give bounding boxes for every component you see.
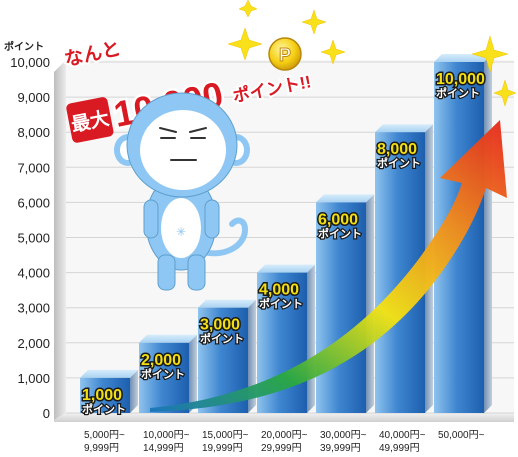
- bar-unit-label: ポイント: [259, 297, 303, 311]
- y-tick-label: 1,000: [17, 371, 50, 386]
- y-tick-label: 3,000: [17, 301, 50, 316]
- point-coin-icon: P: [268, 37, 302, 71]
- bar-value-label: 1,000: [82, 387, 122, 404]
- bar: [80, 369, 138, 413]
- sparkle-icon: [238, 0, 258, 18]
- x-tick-label: 49,999円: [379, 443, 420, 454]
- bar-unit-label: ポイント: [82, 402, 126, 416]
- bar-value-label: 4,000: [259, 282, 299, 299]
- y-tick-label: 4,000: [17, 266, 50, 281]
- headline-max-badge: [66, 97, 114, 143]
- bar: [139, 334, 197, 413]
- bar-top: [434, 54, 492, 62]
- y-tick-label: 10,000: [10, 55, 50, 70]
- bar-unit-label: ポイント: [200, 332, 244, 346]
- bar-side: [130, 369, 138, 413]
- x-tick-label: 10,000円~: [143, 430, 190, 441]
- bar-unit-label: ポイント: [436, 86, 480, 100]
- bar-unit-label: ポイント: [377, 156, 421, 170]
- bar-front: [80, 377, 130, 413]
- bar-value-label: 10,000: [436, 71, 485, 88]
- x-tick-label: 15,000円~: [202, 430, 249, 441]
- bar-value-label: 8,000: [377, 141, 417, 158]
- bar-value-label: 2,000: [141, 352, 181, 369]
- x-tick-label: 19,999円: [202, 443, 243, 454]
- x-tick-label: 14,999円: [143, 443, 184, 454]
- y-tick-label: 7,000: [17, 160, 50, 175]
- bar-side: [484, 54, 492, 413]
- bar-side: [189, 334, 197, 413]
- y-axis-label: ポイント: [4, 40, 44, 53]
- x-tick-label: 39,999円: [320, 443, 361, 454]
- sparkle-icon: [471, 35, 509, 73]
- bar-side: [366, 194, 374, 413]
- sparkle-icon: [301, 9, 327, 35]
- y-tick-label: 5,000: [17, 231, 50, 246]
- sparkle-icon: [227, 27, 263, 61]
- bar-top: [375, 124, 433, 133]
- bar-top: [198, 299, 256, 308]
- y-tick-label: 6,000: [17, 195, 50, 210]
- bar-top: [80, 369, 138, 378]
- x-tick-label: 20,000円~: [261, 430, 308, 441]
- y-tick-label: 8,000: [17, 125, 50, 140]
- sparkle-icon: [493, 79, 517, 107]
- x-tick-label: 30,000円~: [320, 430, 367, 441]
- x-axis-labels: 5,000円~ 9,999円 10,000円~ 14,999円 15,000円~ 19,9…: [84, 430, 485, 454]
- bar-front: [316, 202, 366, 413]
- bar-unit-label: ポイント: [141, 367, 185, 381]
- sparkle-icon: [320, 39, 346, 65]
- bar-value-label: 3,000: [200, 317, 240, 334]
- y-tick-label: 9,000: [17, 90, 50, 105]
- x-tick-label: 5,000円~: [84, 430, 125, 441]
- bar-unit-label: ポイント: [318, 226, 362, 240]
- bar-value-labels: 1,000ポイント2,000ポイント3,000ポイント4,000ポイント6,00…: [81, 70, 487, 418]
- bar-top: [139, 334, 197, 343]
- bar-side: [307, 264, 315, 413]
- bar-front: [139, 342, 189, 413]
- x-tick-label: 29,999円: [261, 443, 302, 454]
- y-tick-label: 2,000: [17, 336, 50, 351]
- bar-side: [248, 299, 256, 413]
- x-tick-label: 9,999円: [84, 443, 119, 454]
- bar-top: [257, 264, 315, 273]
- x-tick-label: 40,000円~: [379, 430, 426, 441]
- coin-letter: P: [279, 45, 291, 65]
- bar-top: [316, 194, 374, 203]
- y-axis-ticks: 0 1,000 2,000 3,000 4,000 5,000 6,000 7,000 8,00…: [10, 55, 50, 421]
- sparkle-icons: [227, 0, 517, 107]
- rising-arrow-icon: [150, 120, 507, 412]
- bar-value-label: 6,000: [318, 211, 358, 228]
- bar: [316, 194, 374, 413]
- monkey-mascot-icon: ✳: [114, 92, 250, 291]
- belly-sparkle-icon: ✳: [176, 225, 186, 239]
- x-tick-label: 50,000円~: [438, 430, 485, 441]
- y-tick-label: 0: [43, 406, 50, 421]
